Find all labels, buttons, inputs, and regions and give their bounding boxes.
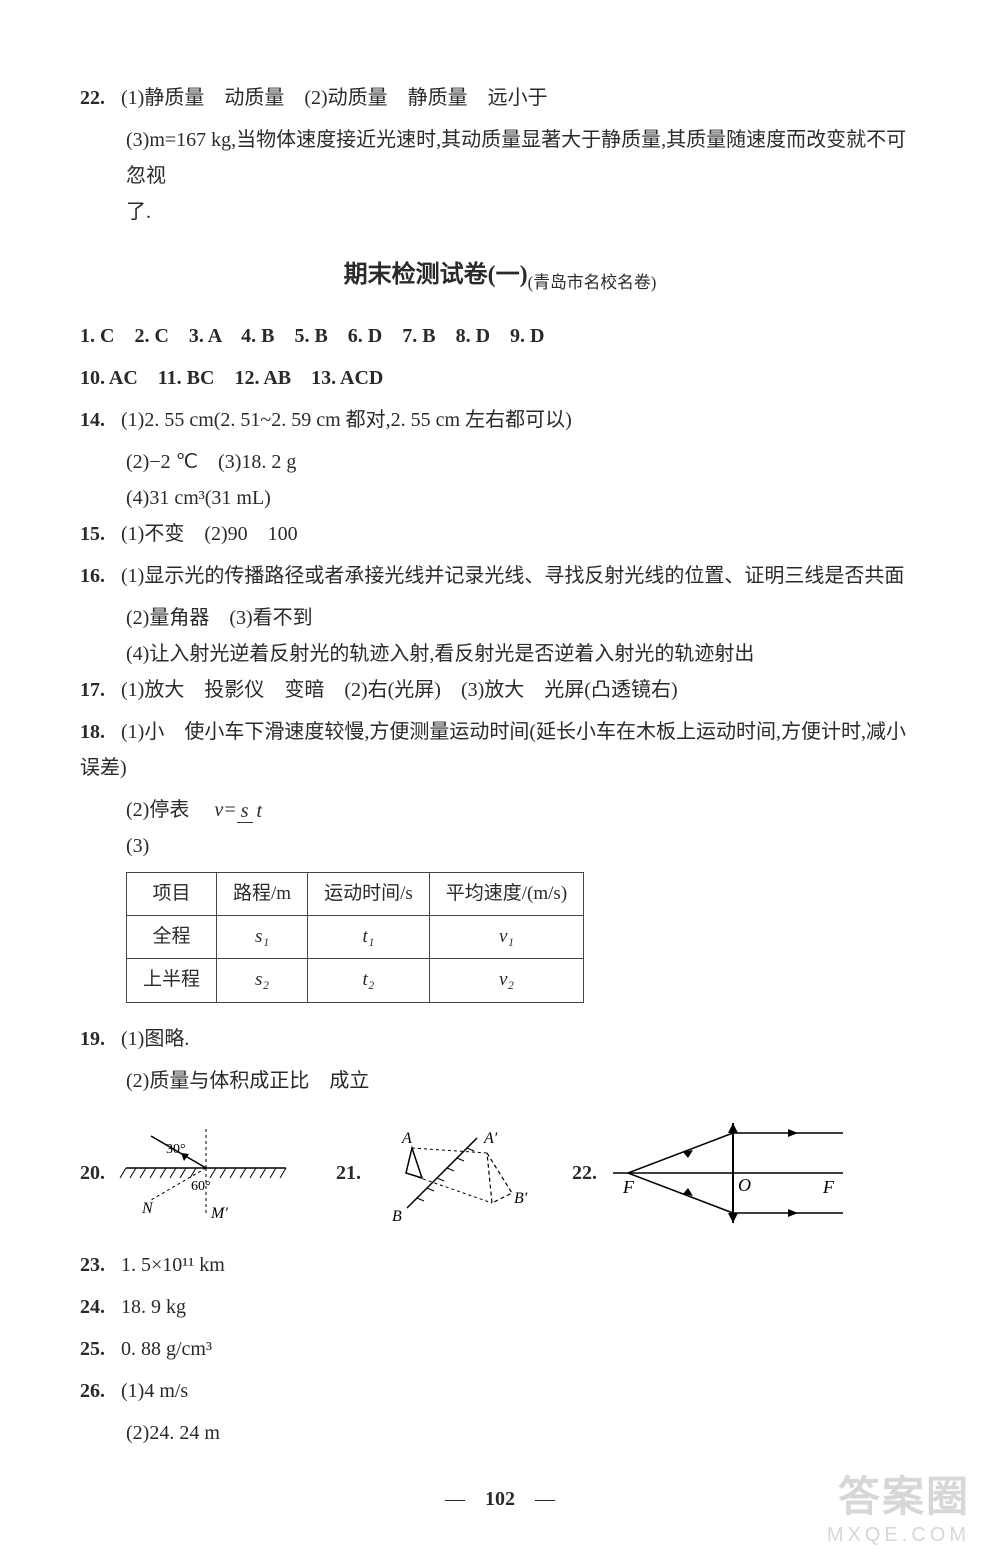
q25: 25. 0. 88 g/cm³ — [80, 1331, 920, 1367]
svg-text:A: A — [401, 1130, 412, 1147]
diagrams-row: 20. 30° 60° — [80, 1113, 920, 1233]
q16: 16. (1)显示光的传播路径或者承接光线并记录光线、寻找反射光线的位置、证明三… — [80, 558, 920, 594]
page-number: — 102 — — [80, 1481, 920, 1517]
q18-l2: (2)停表 v=st — [80, 792, 920, 828]
q18: 18. (1)小 使小车下滑速度较慢,方便测量运动时间(延长小车在木板上运动时间… — [80, 714, 920, 786]
title-main: 期末检测试卷(一) — [344, 262, 528, 288]
q19: 19. (1)图略. — [80, 1021, 920, 1057]
svg-text:N: N — [141, 1200, 154, 1217]
svg-text:B: B — [392, 1208, 402, 1225]
q23: 23. 1. 5×10¹¹ km — [80, 1247, 920, 1283]
th-speed: 平均速度/(m/s) — [429, 873, 583, 916]
svg-text:O: O — [738, 1175, 751, 1195]
fraction: st — [237, 801, 266, 821]
watermark: 答案圈 MXQE.COM — [827, 1472, 970, 1546]
svg-text:30°: 30° — [166, 1142, 186, 1157]
q15: 15. (1)不变 (2)90 100 — [80, 516, 920, 552]
q22top-l3: 了. — [80, 194, 920, 230]
svg-text:60°: 60° — [191, 1179, 211, 1194]
th-dist: 路程/m — [217, 873, 308, 916]
mc-line2: 10. AC 11. BC 12. AB 13. ACD — [80, 360, 920, 396]
q22top-l2: (3)m=167 kg,当物体速度接近光速时,其动质量显著大于静质量,其质量随速… — [80, 122, 920, 194]
section-title: 期末检测试卷(一)(青岛市名校名卷) — [80, 254, 920, 298]
svg-text:M′: M′ — [210, 1205, 228, 1222]
th-item: 项目 — [127, 873, 217, 916]
q24: 24. 18. 9 kg — [80, 1289, 920, 1325]
q14: 14. (1)2. 55 cm(2. 51~2. 59 cm 都对,2. 55 … — [80, 402, 920, 438]
lens-svg: F O F — [608, 1113, 848, 1233]
svg-text:B′: B′ — [514, 1190, 528, 1207]
mirror-svg: A A′ B B′ — [372, 1113, 532, 1233]
table-row: 全程 s₁ t₁ v₁ — [127, 916, 584, 959]
title-sub: (青岛市名校名卷) — [528, 273, 657, 292]
diagram-22: 22. F O F — [572, 1113, 848, 1233]
q22top-l1: (1)静质量 动质量 (2)动质量 静质量 远小于 — [121, 87, 548, 109]
diagram-21: 21. A A′ B B′ — [336, 1113, 532, 1233]
qnum: 22. — [80, 80, 116, 116]
q26: 26. (1)4 m/s — [80, 1373, 920, 1409]
svg-text:A′: A′ — [483, 1130, 498, 1147]
table-row: 上半程 s₂ t₂ v₂ — [127, 959, 584, 1002]
data-table: 项目 路程/m 运动时间/s 平均速度/(m/s) 全程 s₁ t₁ v₁ 上半… — [126, 872, 584, 1003]
reflection-svg: 30° 60° N M′ — [116, 1118, 296, 1228]
svg-text:F: F — [822, 1177, 835, 1197]
q17: 17. (1)放大 投影仪 变暗 (2)右(光屏) (3)放大 光屏(凸透镜右) — [80, 672, 920, 708]
mc-line1: 1. C 2. C 3. A 4. B 5. B 6. D 7. B 8. D … — [80, 318, 920, 354]
svg-text:F: F — [622, 1177, 635, 1197]
q22-top: 22. (1)静质量 动质量 (2)动质量 静质量 远小于 — [80, 80, 920, 116]
th-time: 运动时间/s — [308, 873, 430, 916]
diagram-20: 20. 30° 60° — [80, 1118, 296, 1228]
